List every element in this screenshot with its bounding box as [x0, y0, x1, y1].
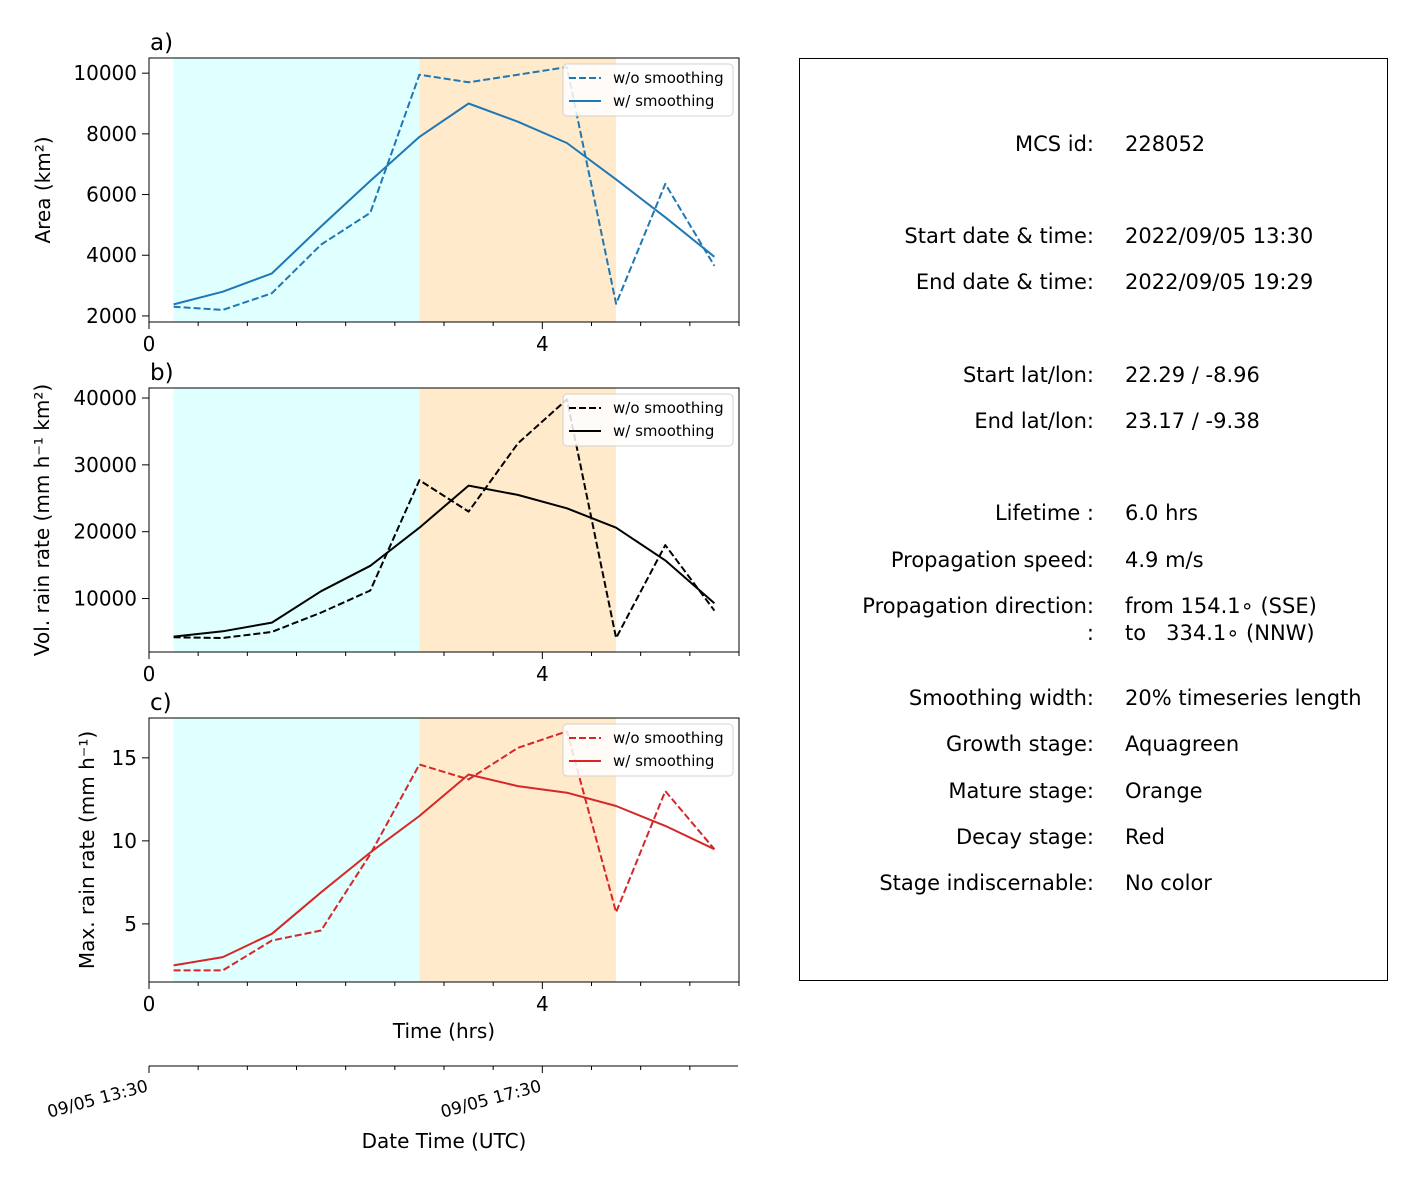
info-value: Aquagreen: [1125, 732, 1240, 756]
panel-label: c): [150, 690, 172, 716]
y-tick-label: 40000: [73, 386, 137, 410]
date-tick-label: 09/05 17:30: [439, 1077, 544, 1123]
y-tick-label: 4000: [86, 243, 137, 267]
info-label: MCS id:: [1014, 132, 1094, 156]
x-tick-label: 4: [536, 992, 549, 1016]
legend-box: [562, 63, 734, 117]
info-label: :: [1086, 621, 1094, 645]
legend: w/o smoothing w/ smoothing: [562, 393, 734, 447]
info-row-propagation-direction: Propagation direction: from 154.1∘ (SSE): [800, 593, 1389, 619]
panel-2: 0 4 10000 20000 30000 40000 b) Vol. rain rate (…: [30, 360, 740, 686]
info-row-mature-stage: Mature stage: Orange: [800, 778, 1389, 804]
info-row-start-latlon: Start lat/lon: 22.29 / -8.96: [800, 362, 1389, 388]
y-tick-label: 20000: [73, 520, 137, 544]
unsmoothed-series-line: [173, 730, 716, 972]
info-label: Smoothing width:: [908, 686, 1094, 710]
legend-label: w/ smoothing: [613, 92, 714, 110]
info-label: End lat/lon:: [974, 409, 1094, 433]
y-tick-label: 15: [112, 746, 137, 770]
x-tick-label: 0: [143, 662, 156, 686]
info-label: Start lat/lon:: [962, 363, 1094, 387]
info-label: Propagation direction:: [862, 594, 1094, 618]
x-tick-label: 4: [536, 662, 549, 686]
info-label: Growth stage:: [945, 732, 1094, 756]
info-row-mcs-id: MCS id: 228052: [800, 131, 1389, 157]
y-tick-label: 30000: [73, 453, 137, 477]
growth-stage-span: [173, 58, 420, 322]
legend-box: [562, 723, 734, 777]
legend: w/o smoothing w/ smoothing: [562, 723, 734, 777]
info-value: No color: [1125, 871, 1212, 895]
info-value: 4.9 m/s: [1125, 548, 1204, 572]
info-row-end-latlon: End lat/lon: 23.17 / -9.38: [800, 408, 1389, 434]
info-panel: MCS id: 228052 Start date & time: 2022/0…: [799, 58, 1388, 981]
y-tick-label: 10: [112, 829, 137, 853]
info-row-growth-stage: Growth stage: Aquagreen: [800, 731, 1389, 757]
y-tick-label: 5: [124, 912, 137, 936]
info-row-propagation-direction-to: : to 334.1∘ (NNW): [800, 620, 1389, 646]
info-label: Lifetime :: [994, 501, 1094, 525]
info-value: 23.17 / -9.38: [1125, 409, 1260, 433]
info-value: 2022/09/05 13:30: [1125, 224, 1314, 248]
panel-3: 0 4 5 10 15 c) Max. rain rate (mm h⁻¹) Time (hr…: [75, 690, 740, 1043]
y-tick-label: 10000: [73, 61, 137, 85]
panel-label: a): [150, 30, 173, 56]
info-value: 20% timeseries length: [1125, 686, 1362, 710]
info-value: to 334.1∘ (NNW): [1125, 621, 1315, 645]
legend-box: [562, 393, 734, 447]
info-value: 2022/09/05 19:29: [1125, 270, 1314, 294]
panel-label: b): [150, 360, 174, 386]
info-label: Stage indiscernable:: [879, 871, 1094, 895]
info-value: 22.29 / -8.96: [1125, 363, 1260, 387]
date-tick-label: 09/05 13:30: [45, 1077, 150, 1123]
info-label: Propagation speed:: [890, 548, 1094, 572]
x-tick-label: 0: [143, 992, 156, 1016]
info-label: End date & time:: [915, 270, 1094, 294]
info-row-start-datetime: Start date & time: 2022/09/05 13:30: [800, 223, 1389, 249]
x-tick-label: 4: [536, 332, 549, 356]
info-value: Orange: [1125, 779, 1203, 803]
unsmoothed-series-line: [173, 66, 716, 311]
legend: w/o smoothing w/ smoothing: [562, 63, 734, 117]
info-row-stage-indiscernable: Stage indiscernable: No color: [800, 870, 1389, 896]
info-value: from 154.1∘ (SSE): [1125, 594, 1317, 618]
legend-label: w/ smoothing: [613, 752, 714, 770]
info-label: Decay stage:: [956, 825, 1094, 849]
info-row-smoothing-width: Smoothing width: 20% timeseries length: [800, 685, 1389, 711]
info-value: 6.0 hrs: [1125, 501, 1198, 525]
legend-label: w/ smoothing: [613, 422, 714, 440]
y-tick-label: 8000: [86, 122, 137, 146]
info-row-lifetime: Lifetime : 6.0 hrs: [800, 500, 1389, 526]
y-tick-label: 6000: [86, 183, 137, 207]
info-row-decay-stage: Decay stage: Red: [800, 824, 1389, 850]
panel-1: 0 4 2000 4000 6000 8000 10000 a) Area (km²) w/o s…: [31, 30, 740, 356]
growth-stage-span: [173, 388, 420, 652]
info-row-end-datetime: End date & time: 2022/09/05 19:29: [800, 269, 1389, 295]
info-label: Mature stage:: [948, 779, 1094, 803]
info-value: 228052: [1125, 132, 1206, 156]
y-tick-label: 10000: [73, 587, 137, 611]
date-axis: 09/05 13:30 09/05 17:30 Date Time (UTC): [45, 1065, 738, 1153]
smoothed-series-line: [173, 102, 716, 306]
legend-label: w/o smoothing: [613, 69, 724, 87]
legend-label: w/o smoothing: [613, 399, 724, 417]
info-value: Red: [1125, 825, 1165, 849]
unsmoothed-series-line: [173, 398, 716, 639]
x-tick-label: 0: [143, 332, 156, 356]
date-axis-label: Date Time (UTC): [362, 1129, 527, 1153]
growth-stage-span: [173, 718, 420, 982]
legend-label: w/o smoothing: [613, 729, 724, 747]
x-axis-label: Time (hrs): [392, 1019, 495, 1043]
info-label: Start date & time:: [904, 224, 1094, 248]
info-row-propagation-speed: Propagation speed: 4.9 m/s: [800, 547, 1389, 573]
smoothed-series-line: [173, 773, 715, 967]
y-axis-label: Max. rain rate (mm h⁻¹): [75, 731, 99, 969]
y-axis-label: Vol. rain rate (mm h⁻¹ km²): [30, 384, 54, 656]
y-tick-label: 2000: [86, 304, 137, 328]
smoothed-series-line: [173, 484, 716, 638]
y-axis-label: Area (km²): [31, 136, 55, 243]
